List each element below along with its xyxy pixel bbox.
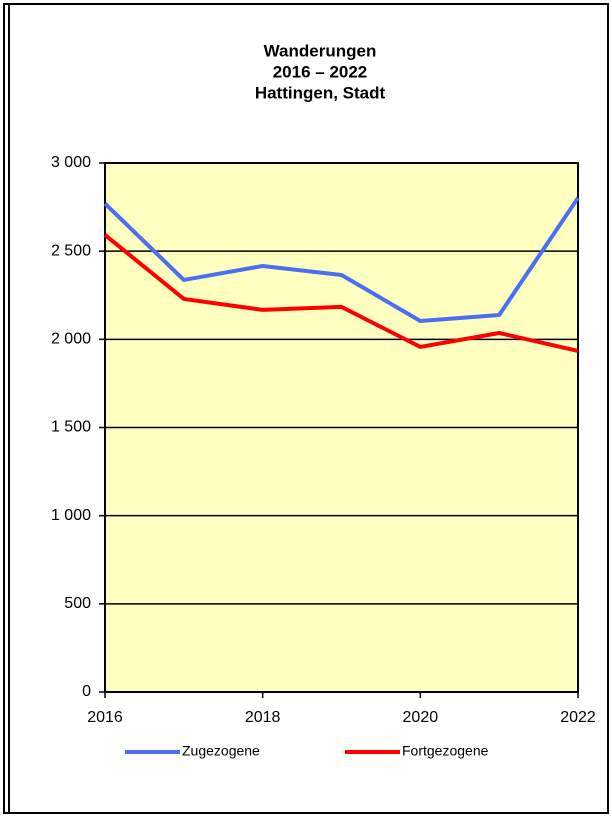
y-tick-label: 3 000 bbox=[51, 154, 91, 171]
x-tick-label: 2020 bbox=[403, 709, 439, 726]
x-tick-label: 2018 bbox=[245, 709, 281, 726]
y-tick-label: 1 500 bbox=[51, 419, 91, 436]
y-tick-label: 1 000 bbox=[51, 507, 91, 524]
chart-title: 2016 – 2022 bbox=[273, 62, 368, 81]
legend-label: Fortgezogene bbox=[402, 743, 489, 759]
y-tick-label: 2 000 bbox=[51, 331, 91, 348]
legend-label: Zugezogene bbox=[182, 743, 260, 759]
x-tick-label: 2016 bbox=[87, 709, 123, 726]
x-tick-label: 2022 bbox=[560, 709, 596, 726]
chart-title: Wanderungen bbox=[264, 41, 377, 60]
frame bbox=[3, 3, 609, 814]
chart-title: Hattingen, Stadt bbox=[255, 83, 386, 102]
series-line bbox=[103, 196, 580, 323]
plot-border bbox=[104, 162, 579, 693]
y-tick-label: 500 bbox=[64, 595, 91, 612]
series-line bbox=[103, 233, 579, 353]
y-tick-label: 0 bbox=[82, 683, 91, 700]
y-tick-label: 2 500 bbox=[51, 242, 91, 259]
